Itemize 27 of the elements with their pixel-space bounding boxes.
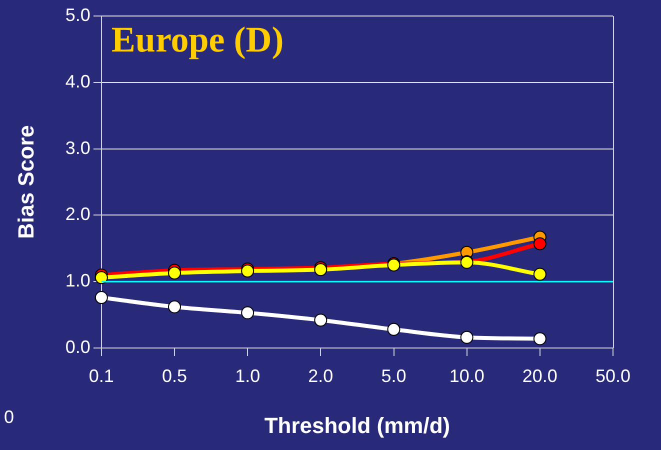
point (460, 330, 474, 344)
x-tick-label: 0.5 (162, 366, 188, 386)
point (387, 322, 400, 336)
chart-title: Europe (D) (111, 19, 284, 60)
x-tick-label: 5.0 (381, 366, 406, 386)
point (533, 268, 546, 281)
point (533, 237, 546, 250)
x-tick-label: 20.0 (522, 366, 558, 386)
y-tick-label: 5.0 (65, 4, 90, 25)
y-tick-label: 3.0 (65, 138, 90, 158)
x-axis-title: Threshold (mm/d) (264, 412, 450, 438)
y-tick-label: 4.0 (65, 71, 90, 92)
y-tick-label: 0.0 (65, 336, 90, 357)
x-tick-label: 0.1 (88, 366, 114, 386)
x-tick-label: 1.0 (235, 366, 260, 386)
y-axis-title: Bias Score (13, 125, 38, 239)
x-tick-label: 50.0 (595, 366, 631, 386)
y-tick-label: 2.0 (65, 204, 90, 224)
y-tick-label: 1.0 (65, 270, 90, 291)
point (94, 291, 108, 304)
point (533, 332, 546, 346)
text: 0 (4, 406, 14, 427)
point (314, 314, 328, 327)
x-tick-label: 2.0 (308, 366, 334, 386)
point (241, 306, 254, 320)
point (168, 300, 182, 314)
x-tick-label: 10.0 (449, 366, 484, 386)
